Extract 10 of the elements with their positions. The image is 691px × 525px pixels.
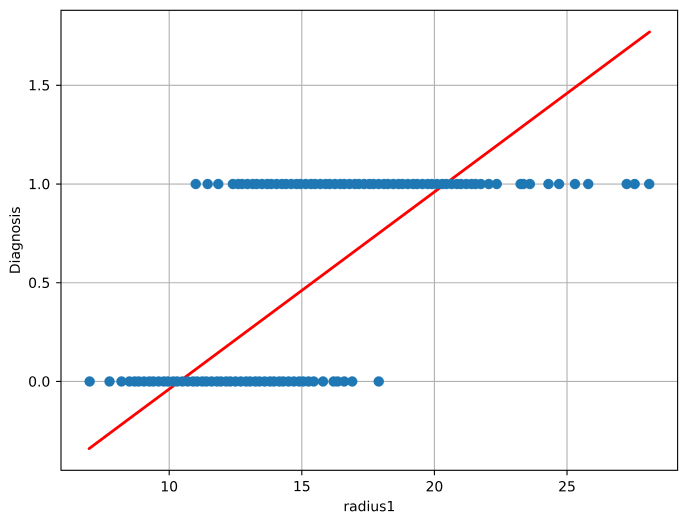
y-tick-label: 1.0: [30, 178, 50, 190]
x-tick-label: 15: [294, 481, 310, 492]
x-axis-title: radius1: [344, 500, 394, 512]
x-tick-label: 25: [559, 481, 575, 492]
x-tick-label: 20: [426, 481, 442, 492]
y-tick-label: 1.5: [30, 80, 50, 90]
y-tick-label: 0.0: [29, 376, 50, 387]
x-tick-label: 10: [162, 481, 178, 492]
y-axis-title: Diagnosis: [9, 207, 23, 273]
y-tick-label: 0.5: [29, 277, 50, 288]
